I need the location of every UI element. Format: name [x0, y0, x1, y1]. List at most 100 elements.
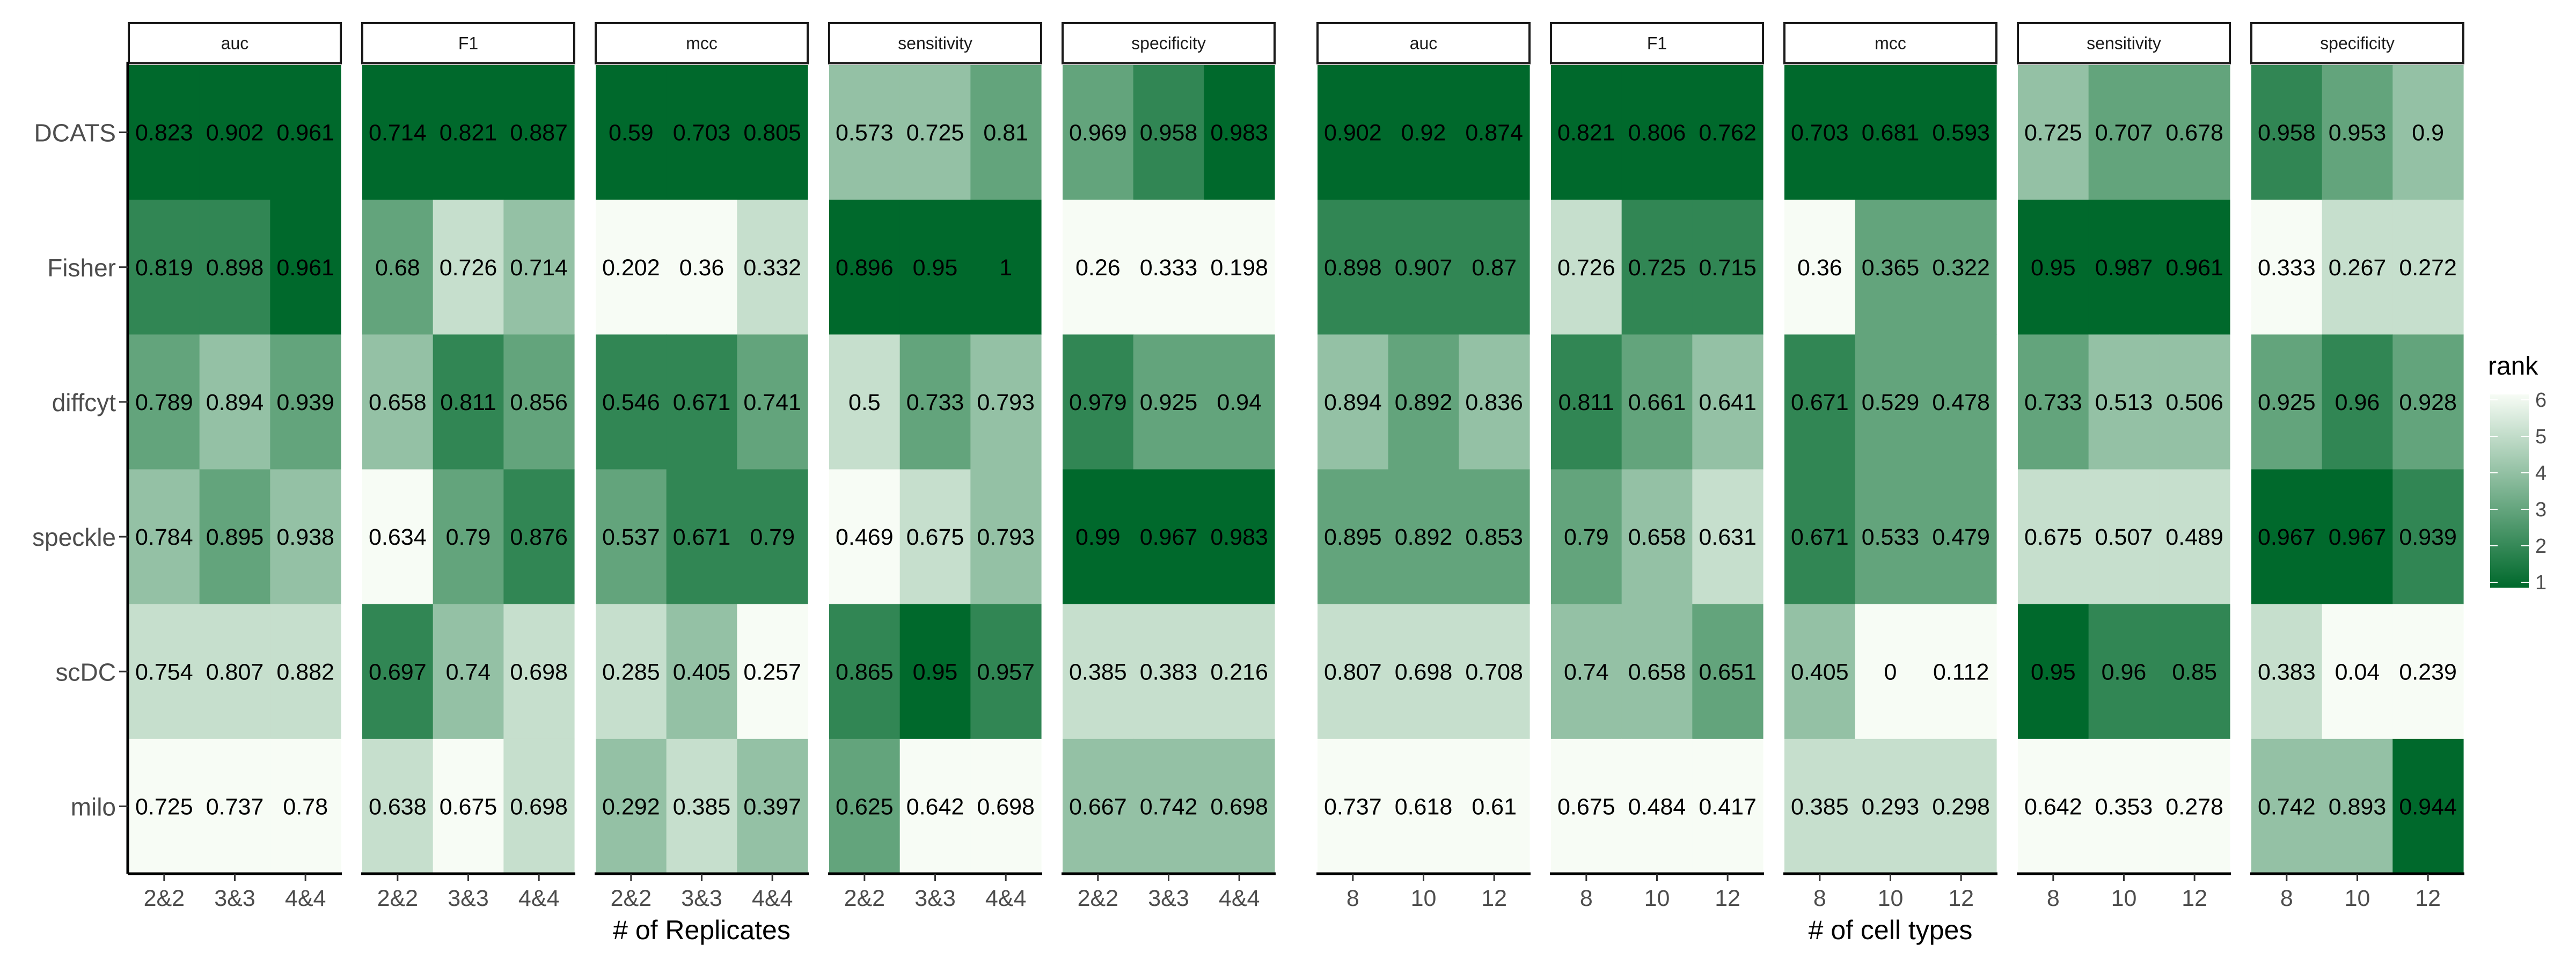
heatmap-cell — [1926, 65, 1997, 200]
heatmap-cell — [2392, 334, 2464, 470]
heatmap-cell — [2159, 469, 2230, 605]
heatmap-cell — [2322, 200, 2393, 335]
cell-value-label: 0.333 — [1140, 255, 1198, 281]
panel-strip-label: sensitivity — [2087, 34, 2161, 53]
heatmap-cell — [129, 200, 200, 335]
x-axis-title-2: # of cell types — [1809, 915, 1973, 945]
cell-value-label: 0.87 — [1472, 255, 1517, 281]
heatmap-cell — [829, 334, 901, 470]
heatmap-cell — [503, 200, 575, 335]
cell-value-label: 0.882 — [276, 659, 334, 685]
cell-value-label: 0.979 — [1069, 390, 1127, 415]
cell-value-label: 0.332 — [743, 255, 801, 281]
x-tick-label: 10 — [1411, 885, 1437, 911]
cell-value-label: 0.958 — [2258, 120, 2316, 146]
heatmap-cell — [1063, 469, 1134, 605]
cell-value-label: 0.807 — [206, 659, 264, 685]
heatmap-cell — [829, 604, 901, 740]
heatmap-cell — [829, 469, 901, 605]
heatmap-cell — [2251, 65, 2323, 200]
cell-value-label: 0.353 — [2095, 794, 2153, 819]
cell-value-label: 0.216 — [1210, 659, 1268, 685]
cell-value-label: 0.961 — [276, 255, 334, 281]
heatmap-cell — [1204, 738, 1275, 874]
cell-value-label: 0.9 — [2412, 120, 2444, 146]
cell-value-label: 0.661 — [1628, 390, 1686, 415]
cell-value-label: 0.811 — [1558, 390, 1614, 415]
cell-value-label: 0.895 — [206, 524, 264, 550]
cell-value-label: 0.836 — [1465, 390, 1523, 415]
x-tick-label: 8 — [1580, 885, 1593, 911]
cell-value-label: 0.484 — [1628, 794, 1686, 819]
cell-value-label: 0.573 — [836, 120, 894, 146]
y-tick-label: speckle — [32, 523, 116, 551]
x-tick-label: 3&3 — [681, 885, 722, 911]
heatmap-cell — [1621, 334, 1693, 470]
heatmap-cell — [1133, 604, 1204, 740]
cell-value-label: 0.267 — [2329, 255, 2387, 281]
heatmap-cell — [1855, 604, 1926, 740]
heatmap-cell — [1692, 738, 1763, 874]
cell-value-label: 0.944 — [2399, 794, 2457, 819]
heatmap-cell — [2322, 738, 2393, 874]
x-tick-label: 8 — [1813, 885, 1826, 911]
heatmap-cell — [2018, 334, 2089, 470]
panel-specificity-2: specificity 0.958 0.953 0.9 0.333 0.267 0.272 0… — [2250, 22, 2464, 911]
cell-value-label: 0.26 — [1075, 255, 1121, 281]
heatmap-cell — [1855, 334, 1926, 470]
heatmap-cell — [2018, 200, 2089, 335]
cell-value-label: 0.292 — [602, 794, 660, 819]
heatmap-cell — [1855, 65, 1926, 200]
heatmap-cell — [1388, 65, 1459, 200]
heatmap-cell — [362, 334, 434, 470]
heatmap-cell — [2088, 738, 2160, 874]
x-axis-title-1: # of Replicates — [613, 915, 791, 945]
cell-value-label: 0.983 — [1210, 120, 1268, 146]
heatmap-cell — [1855, 738, 1926, 874]
cell-value-label: 0.742 — [2258, 794, 2316, 819]
heatmap-cell — [1784, 200, 1856, 335]
heatmap-cell — [2392, 469, 2464, 605]
heatmap-cell — [433, 604, 504, 740]
cell-value-label: 0.823 — [135, 120, 193, 146]
cell-value-label: 0.895 — [1324, 524, 1382, 550]
panel-mcc-1: mcc 0.59 0.703 0.805 0.202 0.36 0.332 0.546 0.67… — [595, 22, 809, 911]
cell-value-label: 0.285 — [602, 659, 660, 685]
cell-value-label: 0.961 — [2165, 255, 2223, 281]
cell-value-label: 0.789 — [135, 390, 193, 415]
x-tick-label: 10 — [2111, 885, 2137, 911]
y-tick-label: milo — [71, 793, 116, 821]
heatmap-cell — [2322, 65, 2393, 200]
cell-value-label: 0.874 — [1465, 120, 1523, 146]
heatmap-cell — [2159, 200, 2230, 335]
heatmap-cell — [199, 604, 270, 740]
heatmap-cell — [666, 604, 737, 740]
cell-value-label: 0.513 — [2095, 390, 2153, 415]
heatmap-cell — [503, 604, 575, 740]
heatmap-cell — [2392, 738, 2464, 874]
cell-value-label: 0.703 — [673, 120, 731, 146]
heatmap-cell — [2088, 65, 2160, 200]
panel-strip-label: auc — [221, 34, 249, 53]
cell-value-label: 0.95 — [913, 255, 958, 281]
heatmap-cell — [2251, 604, 2323, 740]
cell-value-label: 0.533 — [1862, 524, 1920, 550]
cell-value-label: 0.239 — [2399, 659, 2457, 685]
cell-value-label: 0.202 — [602, 255, 660, 281]
heatmap-cell — [899, 469, 971, 605]
cell-value-label: 0.856 — [510, 390, 568, 415]
heatmap-cell — [737, 200, 808, 335]
cell-value-label: 0.642 — [2024, 794, 2082, 819]
heatmap-cell — [199, 200, 270, 335]
cell-value-label: 0.79 — [446, 524, 491, 550]
heatmap-cell — [1204, 604, 1275, 740]
panel-strip-label: specificity — [1131, 34, 1206, 53]
x-tick-label: 2&2 — [1078, 885, 1119, 911]
cell-value-label: 0.479 — [1932, 524, 1990, 550]
heatmap-cell — [737, 469, 808, 605]
heatmap-cell — [737, 65, 808, 200]
cell-value-label: 0.953 — [2329, 120, 2387, 146]
cell-value-label: 0.806 — [1628, 120, 1686, 146]
cell-value-label: 0.737 — [1324, 794, 1382, 819]
cell-value-label: 0.257 — [743, 659, 801, 685]
